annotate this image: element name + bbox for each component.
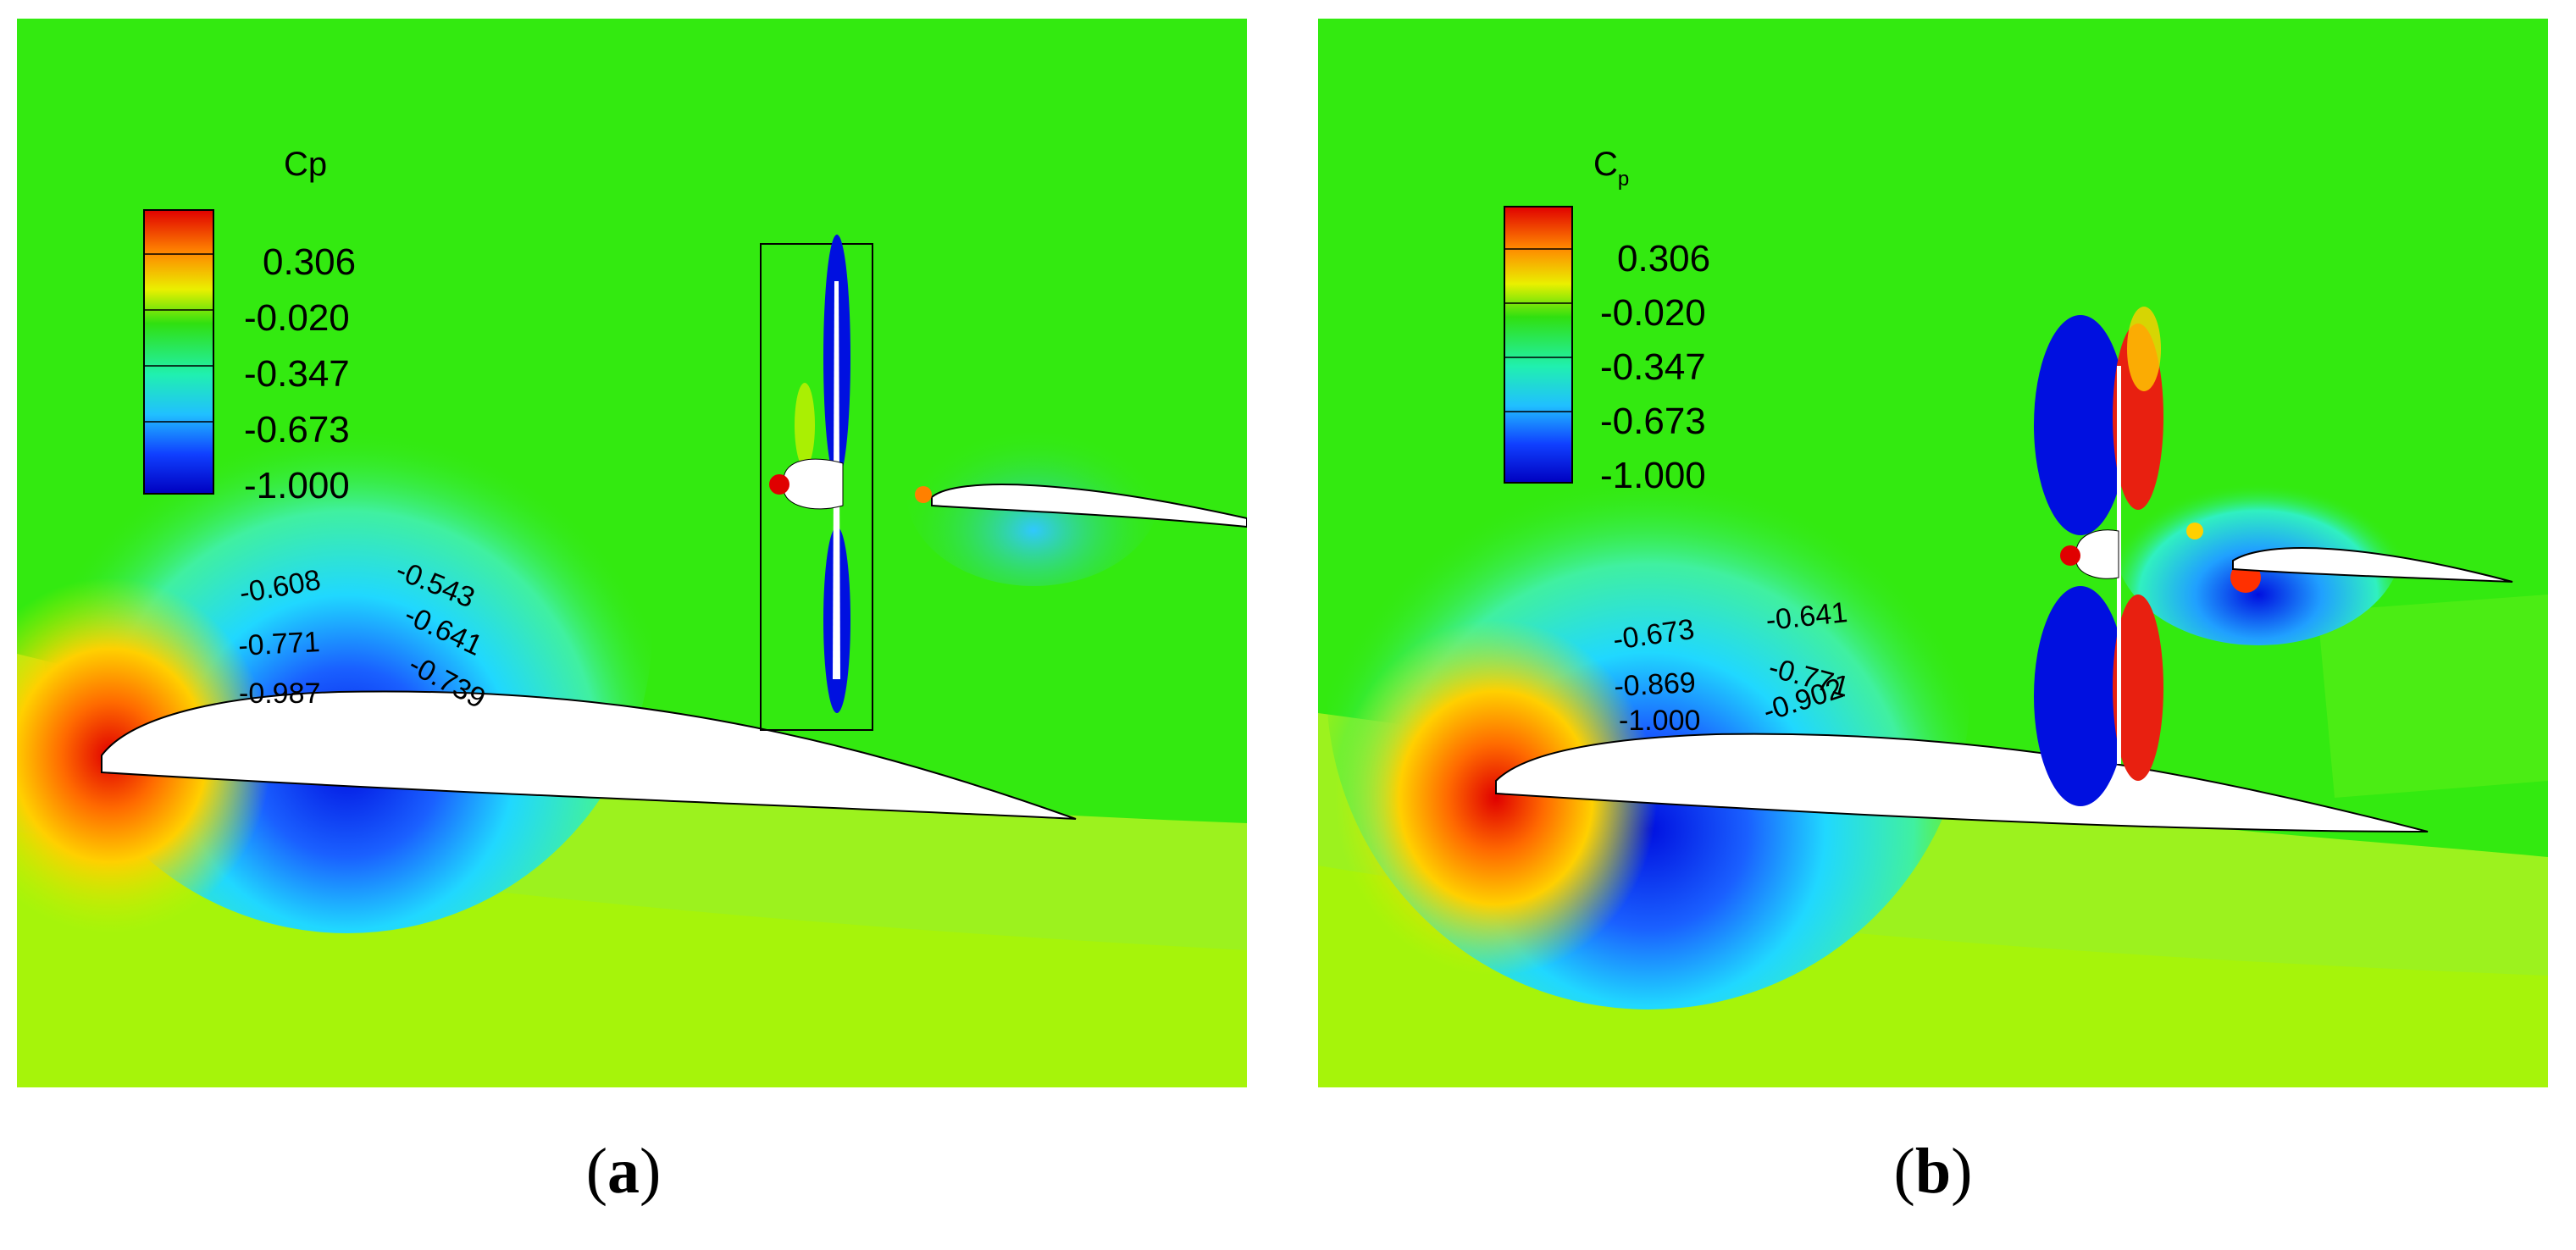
legend: Cp 0.306 -0.020 -0.347 -0.673 -1.000 — [143, 146, 356, 506]
contour-label: -0.987 — [239, 678, 320, 710]
contour-label: -1.000 — [1619, 705, 1700, 737]
main-airfoil — [101, 690, 1077, 820]
caption-a: (a) — [585, 1136, 662, 1207]
legend-level: -1.000 — [1600, 455, 1706, 496]
legend-title: Cp — [284, 146, 327, 183]
legend-level: -1.000 — [244, 465, 350, 506]
propeller-zone-box — [760, 243, 873, 731]
legend-level: -0.673 — [1600, 401, 1706, 442]
contour-label: -0.771 — [237, 626, 320, 662]
legend-colorbar — [1504, 206, 1573, 484]
main-airfoil — [1495, 733, 2429, 832]
contour-labels: -0.673 -0.641 -0.869 -0.771 -1.000 -0.90… — [1611, 596, 1853, 737]
legend-level: -0.673 — [244, 409, 350, 451]
legend-level: 0.306 — [1617, 238, 1710, 279]
propeller-blade-bottom — [2034, 586, 2127, 806]
legend-level: -0.020 — [244, 297, 350, 339]
legend-colorbar — [143, 209, 214, 495]
caption-b: (b) — [1893, 1136, 1973, 1207]
contour-panel-a: Cp 0.306 -0.020 -0.347 -0.673 -1.000 -0.… — [17, 19, 1247, 1087]
rear-airfoil — [931, 484, 1247, 528]
propeller-hub — [783, 458, 844, 510]
propeller-blade-top — [2034, 315, 2127, 535]
legend-level: -0.347 — [1600, 346, 1706, 388]
contour-panel-b: Cp 0.306 -0.020 -0.347 -0.673 -1.000 -0.… — [1318, 19, 2548, 1087]
legend-title: Cp — [1593, 146, 1629, 191]
rear-airfoil — [2232, 547, 2513, 583]
legend: Cp 0.306 -0.020 -0.347 -0.673 -1.000 — [1504, 146, 1710, 496]
legend-level: -0.347 — [244, 353, 350, 395]
stagnation-region — [1335, 620, 1657, 976]
contour-plot-b: Cp 0.306 -0.020 -0.347 -0.673 -1.000 -0.… — [1318, 19, 2548, 1087]
legend-level: -0.020 — [1600, 292, 1706, 334]
contour-plot-a: Cp 0.306 -0.020 -0.347 -0.673 -1.000 -0.… — [17, 19, 1247, 1087]
contour-label: -0.869 — [1613, 666, 1696, 703]
legend-level: 0.306 — [263, 241, 356, 283]
propeller-hub — [2075, 529, 2119, 579]
